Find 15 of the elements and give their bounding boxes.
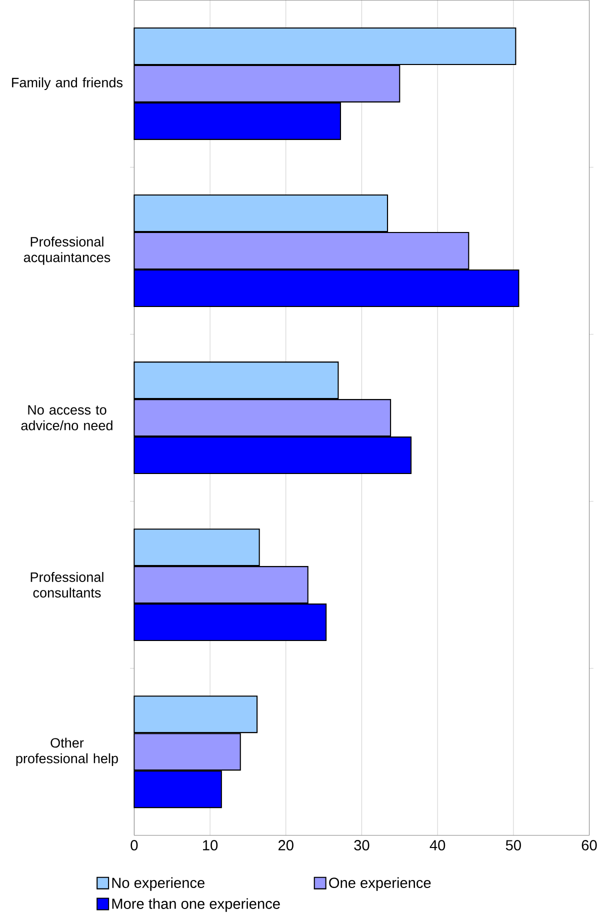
legend-label: No experience: [112, 877, 205, 891]
legend-label: One experience: [329, 877, 431, 891]
x-tick-label: 50: [506, 840, 522, 850]
y-tick-label: Professional consultants: [30, 572, 104, 598]
x-tick-label: 30: [354, 840, 370, 850]
y-tick-label: Professional acquaintances: [24, 236, 110, 265]
x-tick-label: 60: [582, 840, 597, 850]
x-tick-label: 0: [130, 840, 138, 850]
y-tick-label: No access to advice/no need: [21, 405, 112, 430]
x-tick-label: 10: [203, 840, 218, 850]
y-tick-label: Family and friends: [12, 77, 123, 90]
x-tick-label: 40: [430, 840, 446, 850]
x-tick-label: 20: [278, 840, 294, 850]
legend-label: More than one experience: [112, 898, 280, 912]
y-tick-label: Other professional help: [16, 738, 118, 766]
